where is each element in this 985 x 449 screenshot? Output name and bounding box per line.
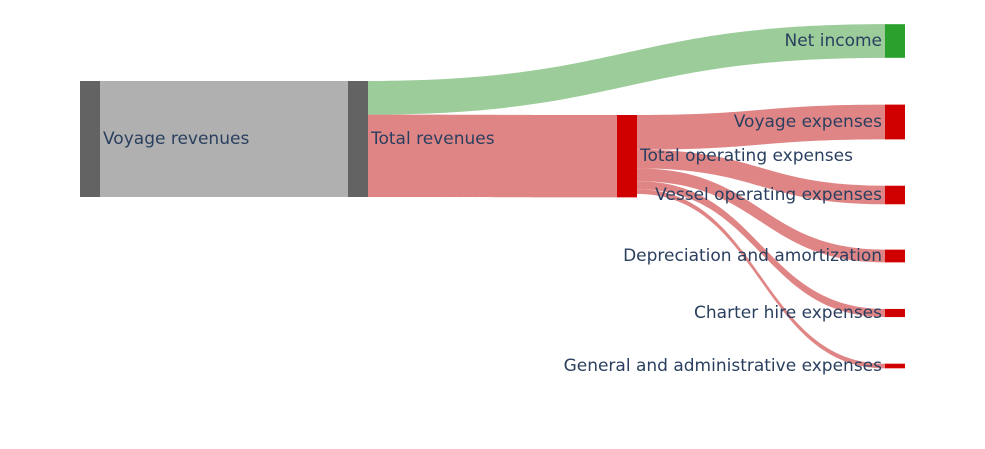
label-vessel-operating-expenses: Vessel operating expenses — [655, 185, 882, 205]
label-depreciation-and-amortization: Depreciation and amortization — [623, 246, 882, 266]
node-vessel-operating-expenses[interactable] — [885, 185, 905, 205]
sankey-nodes — [80, 24, 905, 369]
link-total_revenues-to-net_income[interactable] — [368, 24, 885, 115]
node-voyage-revenues[interactable] — [80, 81, 100, 197]
node-depreciation-and-amortization[interactable] — [885, 249, 905, 263]
link-total_operating_expenses-to-charter_hire_expenses[interactable] — [637, 181, 885, 318]
link-total_operating_expenses-to-vessel_operating_expenses[interactable] — [637, 149, 885, 205]
label-voyage-expenses: Voyage expenses — [734, 112, 882, 132]
label-voyage-revenues: Voyage revenues — [103, 129, 249, 149]
label-net-income: Net income — [784, 31, 882, 51]
sankey-links — [100, 24, 885, 369]
link-total_operating_expenses-to-voyage_expenses[interactable] — [637, 104, 885, 150]
node-total-operating-expenses[interactable] — [617, 115, 637, 198]
node-charter-hire-expenses[interactable] — [885, 308, 905, 318]
label-general-and-administrative-expenses: General and administrative expenses — [564, 356, 883, 376]
link-voyage_revenues-to-total_revenues[interactable] — [100, 81, 348, 197]
node-voyage-expenses[interactable] — [885, 104, 905, 140]
node-total-revenues[interactable] — [348, 81, 368, 197]
link-total_operating_expenses-to-depreciation_and_amortization[interactable] — [637, 168, 885, 263]
link-total_revenues-to-total_operating_expenses[interactable] — [368, 114, 617, 198]
label-charter-hire-expenses: Charter hire expenses — [694, 303, 882, 323]
node-net-income[interactable] — [885, 24, 905, 58]
label-total-operating-expenses: Total operating expenses — [639, 146, 853, 166]
label-total-revenues: Total revenues — [370, 129, 495, 149]
node-general-and-administrative-expenses[interactable] — [885, 363, 905, 369]
link-total_operating_expenses-to-general_and_administrative_expenses[interactable] — [637, 189, 885, 369]
sankey-labels: Voyage revenues Total revenues Total opera… — [103, 31, 882, 376]
